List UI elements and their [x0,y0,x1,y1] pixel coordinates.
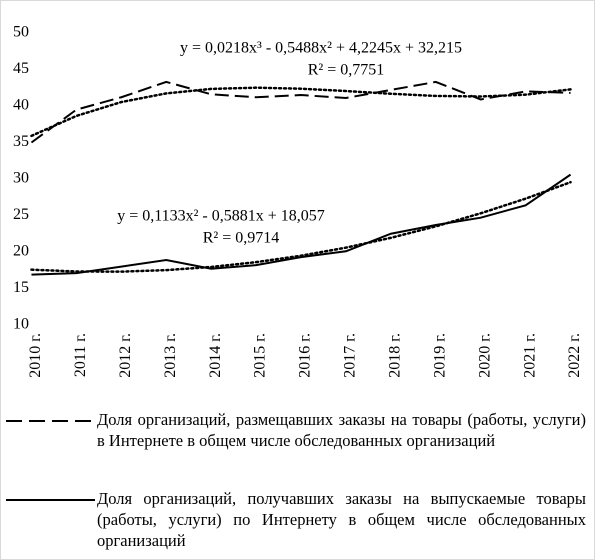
y-tick-label: 25 [13,206,29,223]
x-tick-label: 2021 г. [521,333,538,378]
x-tick-label: 2019 г. [431,333,448,378]
x-tick-label: 2022 г. [566,333,583,378]
x-tick-label: 2010 г. [27,333,44,378]
x-tick-label: 2020 г. [476,333,493,378]
chart: y = 0,0218x³ - 0,5488x² + 4,2245x + 32,2… [13,24,583,378]
legend-swatch [6,499,95,501]
y-tick-label: 10 [13,316,29,333]
x-tick-label: 2013 г. [162,333,179,378]
legend-item: Доля организаций, размещавших заказы на … [1,409,586,451]
x-tick-label: 2018 г. [387,333,404,378]
trend-equation: y = 0,1133x² - 0,5881x + 18,057 [117,208,325,225]
x-tick-label: 2017 г. [342,333,359,378]
legend-swatch [6,420,95,422]
y-tick-label: 15 [13,279,29,296]
x-tick-label: 2014 г. [207,333,224,378]
x-tick-label: 2016 г. [297,333,314,378]
trendline [30,180,572,273]
series-line [31,173,572,276]
trend-r2: R² = 0,7751 [308,62,385,79]
trend-equation: y = 0,0218x³ - 0,5488x² + 4,2245x + 32,2… [180,40,462,57]
legend-item: Доля организаций, получавших заказы на в… [1,488,586,551]
trend-r2: R² = 0,9714 [203,230,280,247]
y-tick-label: 20 [13,243,29,260]
x-tick-label: 2012 г. [117,333,134,378]
y-tick-label: 35 [13,133,29,150]
y-tick-label: 45 [13,60,29,77]
y-tick-label: 50 [13,24,29,41]
y-tick-label: 40 [13,97,29,114]
legend-label: Доля организаций, размещавших заказы на … [97,410,586,450]
legend-label: Доля организаций, получавших заказы на в… [97,489,586,550]
series-line [30,80,571,144]
x-tick-label: 2011 г. [72,333,89,377]
trendline [30,86,572,138]
x-tick-label: 2015 г. [252,333,269,378]
y-tick-label: 30 [13,170,29,187]
